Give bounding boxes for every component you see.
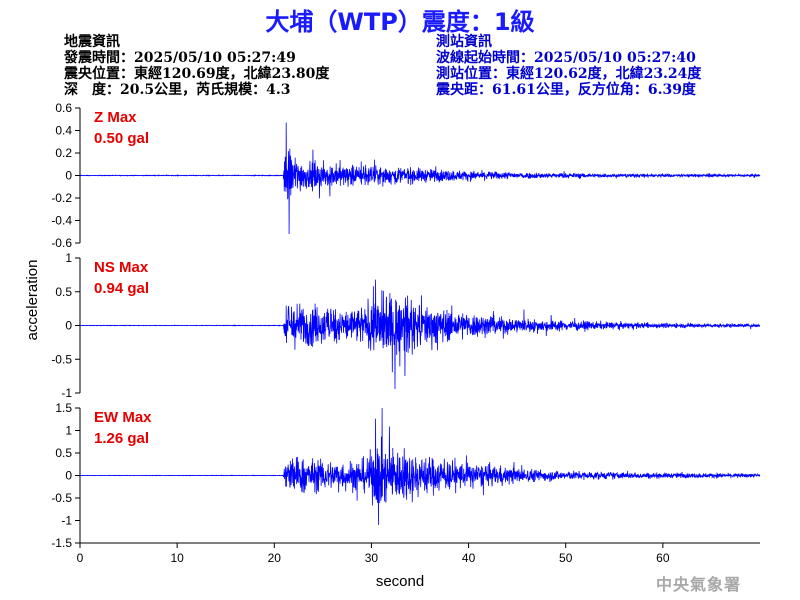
y-tick-label: 1 <box>65 251 72 265</box>
earthquake-info-block: 地震資訊 發震時間：2025/05/10 05:27:49 震央位置：東經120… <box>64 34 329 98</box>
y-tick-label: 0.2 <box>55 146 72 160</box>
y-tick-label: -0.5 <box>51 491 72 505</box>
y-tick-label: -0.2 <box>51 191 72 205</box>
y-tick-label: -0.5 <box>51 352 72 366</box>
station-info-block: 測站資訊 波線起始時間：2025/05/10 05:27:40 測站位置：東經1… <box>436 34 701 98</box>
waveform-ew-max <box>79 407 761 526</box>
channel-max-label: 0.50 gal <box>94 130 149 147</box>
y-tick-label: 0 <box>65 169 72 183</box>
x-tick-label: 20 <box>268 551 282 565</box>
x-tick-label: 60 <box>656 551 670 565</box>
depth-magnitude: 深 度：20.5公里，芮氏規模：4.3 <box>64 82 291 98</box>
waveform-z-max <box>79 122 761 235</box>
station-location: 測站位置：東經120.62度，北緯23.24度 <box>436 66 702 82</box>
x-tick-label: 0 <box>77 551 84 565</box>
origin-time: 發震時間：2025/05/10 05:27:49 <box>64 50 296 66</box>
station-info-heading: 測站資訊 <box>436 34 492 50</box>
wave-start-time: 波線起始時間：2025/05/10 05:27:40 <box>436 50 696 66</box>
x-tick-label: 30 <box>365 551 379 565</box>
y-tick-label: -0.4 <box>51 214 72 228</box>
y-tick-label: 0.4 <box>55 124 72 138</box>
x-axis-label: second <box>376 573 424 590</box>
y-tick-label: 0.5 <box>55 285 72 299</box>
y-tick-label: 0.5 <box>55 446 72 460</box>
earthquake-info-heading: 地震資訊 <box>64 34 120 50</box>
y-tick-label: 1.5 <box>55 401 72 415</box>
y-tick-label: -1 <box>61 386 72 400</box>
y-axis-label: acceleration <box>24 260 41 341</box>
y-tick-label: -0.6 <box>51 236 72 250</box>
y-tick-label: 0 <box>65 319 72 333</box>
x-tick-label: 10 <box>170 551 184 565</box>
waveform-ns-max <box>79 279 761 389</box>
channel-name-label: NS Max <box>94 259 149 276</box>
channel-name-label: Z Max <box>94 109 137 126</box>
channel-max-label: 0.94 gal <box>94 280 149 297</box>
cwa-watermark: 中央氣象署 <box>656 575 742 594</box>
page-title: 大埔（WTP）震度：1級 <box>265 8 535 36</box>
distance-azimuth: 震央距：61.61公里，反方位角：6.39度 <box>436 82 696 98</box>
epicenter-location: 震央位置：東經120.69度，北緯23.80度 <box>64 66 330 82</box>
y-tick-label: 0.6 <box>55 101 72 115</box>
x-tick-label: 40 <box>462 551 476 565</box>
channel-max-label: 1.26 gal <box>94 430 149 447</box>
y-tick-label: 1 <box>65 424 72 438</box>
x-tick-label: 50 <box>559 551 573 565</box>
y-tick-label: -1 <box>61 514 72 528</box>
channel-name-label: EW Max <box>94 409 152 426</box>
y-tick-label: -1.5 <box>51 536 72 550</box>
y-tick-label: 0 <box>65 469 72 483</box>
